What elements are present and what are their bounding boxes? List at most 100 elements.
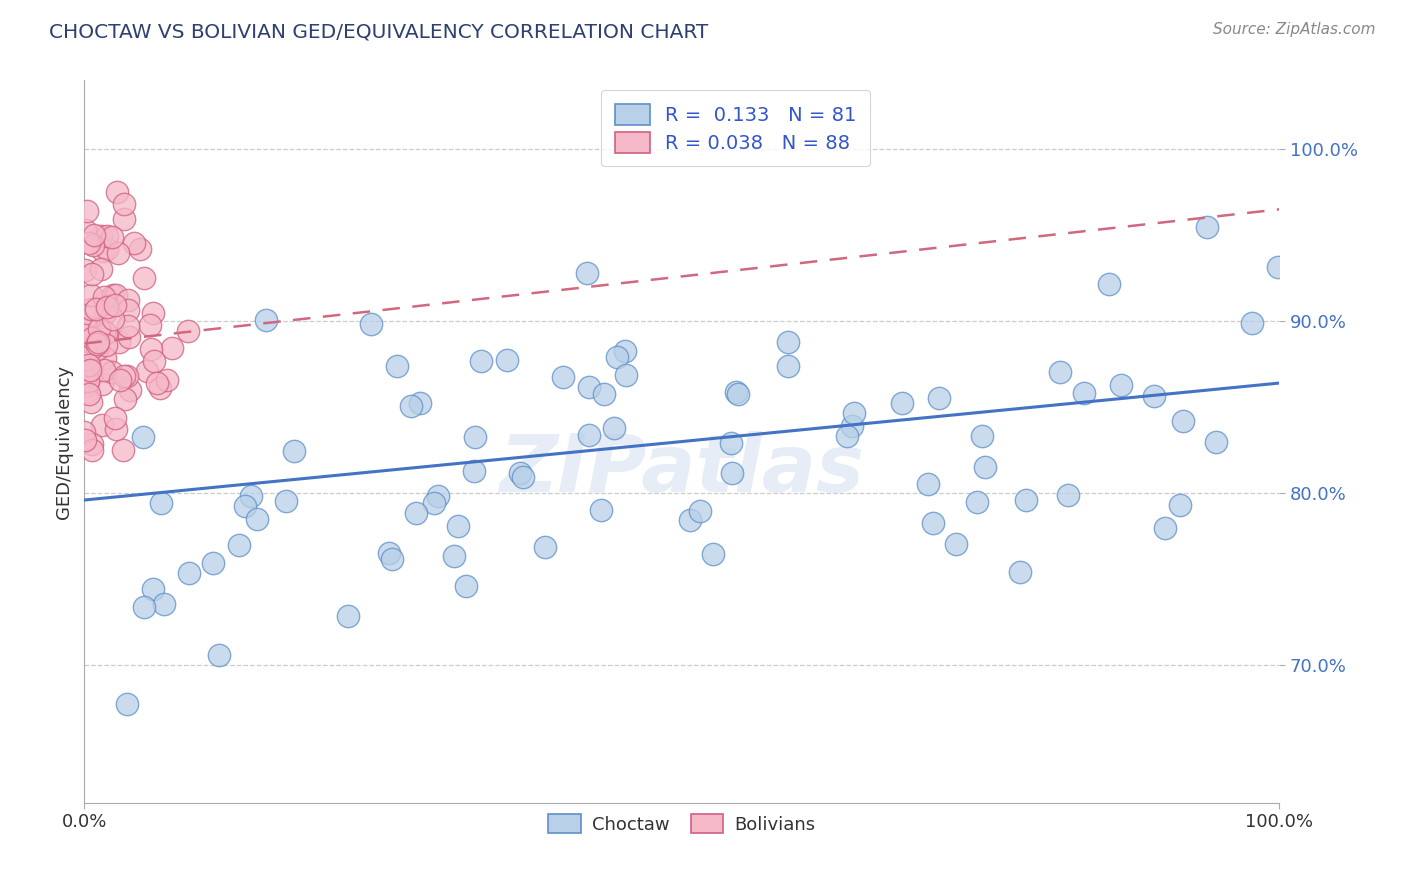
Point: [84, 302, 107, 317]
Point: [614, 368, 637, 383]
Point: [589, 503, 612, 517]
Point: [387, 359, 409, 374]
Point: [108, 373, 131, 387]
Point: [720, 436, 742, 450]
Point: [1015, 492, 1038, 507]
Point: [86, 335, 108, 350]
Point: [104, 298, 127, 312]
Point: [463, 464, 485, 478]
Point: [945, 537, 967, 551]
Point: [360, 317, 382, 331]
Point: [91, 244, 114, 258]
Point: [83, 228, 105, 243]
Point: [100, 230, 122, 244]
Point: [156, 374, 179, 388]
Point: [82, 267, 104, 281]
Point: [142, 306, 165, 320]
Point: [1049, 365, 1071, 379]
Text: ZIPatlas: ZIPatlas: [499, 432, 865, 509]
Point: [512, 470, 534, 484]
Point: [177, 566, 200, 581]
Point: [86, 342, 108, 356]
Point: [727, 387, 749, 401]
Point: [177, 324, 200, 338]
Point: [1056, 488, 1078, 502]
Point: [79, 236, 101, 251]
Point: [132, 430, 155, 444]
Point: [128, 242, 150, 256]
Point: [1143, 389, 1166, 403]
Point: [149, 496, 172, 510]
Point: [90, 261, 112, 276]
Point: [142, 354, 165, 368]
Point: [96, 228, 118, 243]
Point: [96, 243, 118, 257]
Point: [112, 369, 135, 384]
Point: [578, 380, 600, 394]
Point: [80, 331, 103, 345]
Point: [75, 262, 97, 277]
Point: [146, 376, 169, 390]
Point: [93, 363, 115, 377]
Point: [149, 381, 172, 395]
Point: [970, 429, 993, 443]
Point: [104, 411, 127, 425]
Point: [139, 318, 162, 332]
Point: [89, 322, 111, 336]
Point: [77, 374, 100, 388]
Point: [73, 223, 96, 237]
Point: [114, 392, 136, 406]
Point: [142, 582, 165, 596]
Point: [80, 288, 103, 302]
Point: [974, 460, 997, 475]
Point: [80, 336, 103, 351]
Point: [1205, 434, 1227, 449]
Point: [76, 368, 98, 382]
Point: [470, 353, 492, 368]
Point: [928, 391, 950, 405]
Point: [405, 506, 427, 520]
Point: [841, 419, 863, 434]
Point: [103, 312, 125, 326]
Point: [702, 547, 724, 561]
Point: [90, 228, 112, 243]
Point: [276, 494, 298, 508]
Point: [423, 496, 446, 510]
Point: [246, 512, 269, 526]
Point: [890, 396, 912, 410]
Point: [966, 495, 988, 509]
Point: [153, 597, 176, 611]
Point: [115, 368, 138, 383]
Point: [1010, 565, 1032, 579]
Point: [73, 328, 96, 343]
Point: [117, 302, 139, 317]
Point: [112, 211, 135, 226]
Point: [837, 428, 859, 442]
Point: [689, 504, 711, 518]
Point: [679, 513, 702, 527]
Point: [776, 359, 799, 373]
Point: [107, 246, 129, 260]
Point: [239, 489, 262, 503]
Y-axis label: GED/Equivalency: GED/Equivalency: [55, 365, 73, 518]
Point: [120, 383, 142, 397]
Point: [921, 516, 943, 530]
Point: [509, 467, 531, 481]
Point: [94, 326, 117, 341]
Point: [117, 293, 139, 308]
Point: [1170, 498, 1192, 512]
Point: [77, 359, 100, 373]
Point: [105, 185, 128, 199]
Point: [1240, 316, 1263, 330]
Point: [456, 579, 478, 593]
Point: [132, 600, 155, 615]
Point: [76, 385, 98, 400]
Point: [80, 342, 103, 356]
Point: [75, 434, 97, 448]
Point: [378, 546, 401, 560]
Point: [80, 301, 103, 316]
Point: [613, 344, 636, 359]
Point: [160, 342, 183, 356]
Point: [1109, 377, 1132, 392]
Point: [77, 359, 100, 373]
